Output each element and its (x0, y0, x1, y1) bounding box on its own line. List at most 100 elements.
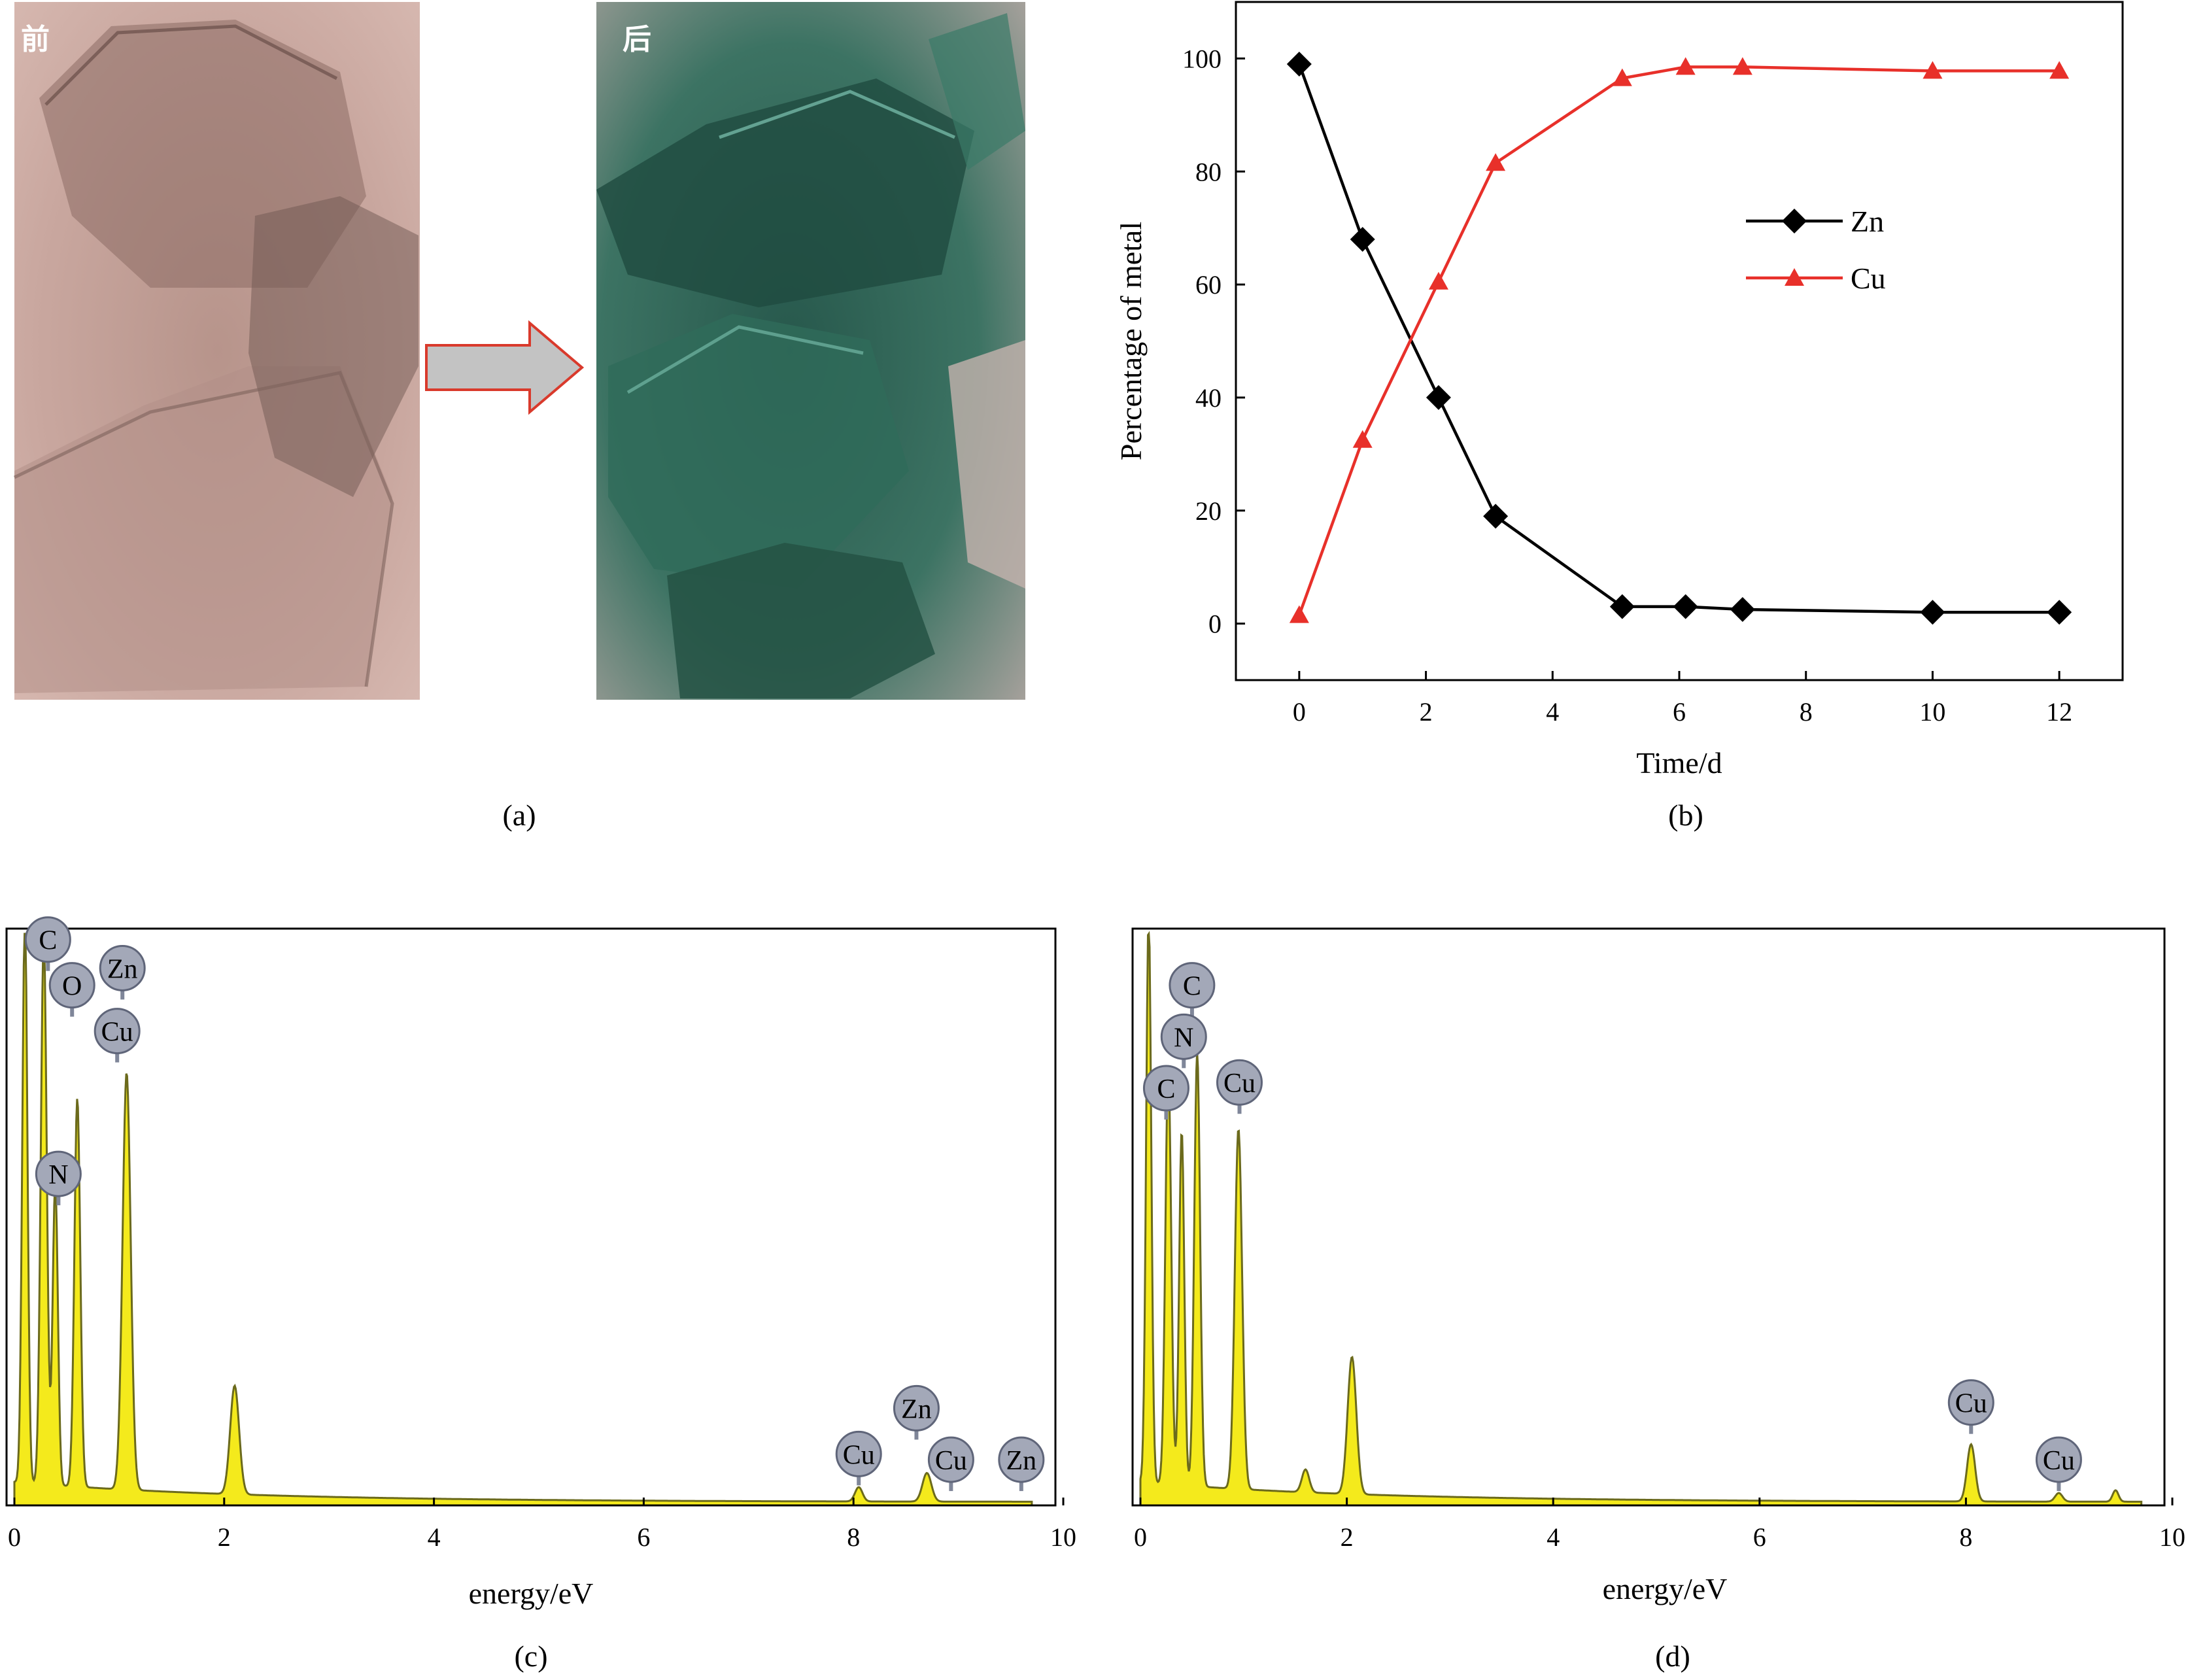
peak-label: Zn (893, 1384, 940, 1440)
panel-a: 前 后 (a) (13, 2, 1025, 832)
peak-label: Cu (94, 1008, 141, 1063)
peak-element: Cu (935, 1446, 967, 1476)
y-tick-label: 20 (1195, 496, 1222, 526)
peak-element: Cu (1223, 1069, 1256, 1099)
x-tick-label: 12 (2046, 697, 2072, 727)
data-point (1483, 504, 1509, 529)
peak-element: N (1174, 1023, 1193, 1053)
x-tick-label: 4 (428, 1522, 441, 1552)
x-tick-label: 4 (1546, 697, 1559, 727)
y-tick-label: 40 (1195, 383, 1222, 413)
legend-entry-zn: Zn (1746, 205, 1884, 238)
legend-entry-cu: Cu (1746, 262, 1886, 295)
peak-label: Zn (99, 944, 146, 1000)
peak-label: O (48, 962, 95, 1017)
legend-marker (1782, 209, 1807, 233)
peak-badge (24, 916, 71, 963)
peak-label: Cu (927, 1436, 974, 1492)
peak-badge (1169, 962, 1216, 1009)
data-point (1352, 430, 1373, 448)
x-axis-label: energy/eV (1603, 1572, 1728, 1605)
spectrum-area (1139, 931, 2143, 1507)
y-tick-label: 80 (1195, 157, 1222, 186)
data-point (1428, 271, 1448, 290)
x-tick-label: 6 (637, 1522, 650, 1552)
x-tick-label: 6 (1753, 1522, 1766, 1552)
data-point (1730, 596, 1755, 622)
data-point (1673, 594, 1698, 619)
micrograph-after: 后 (596, 2, 1025, 700)
peak-badge (99, 944, 146, 991)
arrow-icon (425, 320, 585, 415)
peak-element: Zn (107, 954, 138, 984)
peak-badge (927, 1436, 974, 1483)
peak-label: N (35, 1150, 82, 1206)
data-point (2047, 600, 2072, 625)
panel-b-chart: (b) 0 2 4 6 8 10 12 0 20 40 60 80 100 Time/d Percentag… (1114, 1, 2124, 832)
peak-badge (1142, 1065, 1189, 1112)
peak-badge (1216, 1059, 1263, 1106)
peak-element: Cu (101, 1018, 133, 1048)
peak-badge (893, 1384, 940, 1431)
peak-badge (1160, 1013, 1207, 1060)
x-axis-label: energy/eV (469, 1577, 594, 1610)
peak-element: Cu (2043, 1446, 2075, 1476)
peak-label: Cu (2035, 1436, 2082, 1492)
plot-frame (5, 927, 1057, 1507)
peak-element: C (1183, 972, 1201, 1002)
data-point (1426, 385, 1451, 410)
peak-element: C (39, 926, 57, 956)
y-axis-label: Percentage of metal (1114, 222, 1148, 460)
x-tick-label: 0 (8, 1522, 21, 1552)
data-point (1675, 57, 1696, 75)
panel-label-b: (b) (1668, 798, 1703, 832)
peak-badge (35, 1150, 82, 1197)
series-zn (1286, 52, 2072, 625)
data-point (1609, 594, 1635, 619)
peak-element: O (62, 972, 82, 1002)
series-line (1297, 65, 2060, 616)
data-point (1286, 52, 1312, 77)
x-tick-label: 8 (847, 1522, 860, 1552)
panel-label-d: (d) (1655, 1639, 1690, 1673)
panel-label-a: (a) (502, 798, 536, 832)
data-point (1350, 226, 1375, 252)
x-tick-label: 10 (1050, 1522, 1076, 1552)
x-tick-label: 2 (1420, 697, 1433, 727)
before-label: 前 (21, 23, 50, 56)
peak-element: Cu (843, 1440, 875, 1470)
plot-frame (1131, 927, 2166, 1507)
x-tick-label: 4 (1547, 1522, 1560, 1552)
legend-marker (1785, 268, 1804, 286)
spectrum-area (13, 933, 1033, 1507)
x-tick-label: 8 (1800, 697, 1813, 727)
peak-element: Zn (1006, 1446, 1037, 1476)
peak-badge (48, 962, 95, 1009)
x-tick-label: 10 (2159, 1522, 2185, 1552)
series-cu (1289, 57, 2070, 623)
x-tick-label: 8 (1959, 1522, 1972, 1552)
x-tick-label: 2 (1341, 1522, 1354, 1552)
peak-element: Zn (901, 1394, 932, 1424)
peak-element: N (48, 1160, 68, 1190)
peak-label: C (1142, 1065, 1189, 1120)
peak-label: C (1169, 962, 1216, 1017)
y-tick-label: 60 (1195, 270, 1222, 300)
peak-label: Cu (1216, 1059, 1263, 1114)
legend-label: Cu (1851, 262, 1886, 295)
peak-badge (1947, 1379, 1994, 1426)
x-tick-label: 2 (218, 1522, 231, 1552)
plot-frame (1235, 1, 2124, 681)
peak-label: Cu (835, 1430, 882, 1486)
data-point (2049, 61, 2070, 79)
peak-badge (94, 1008, 141, 1055)
micrograph-before: 前 (13, 2, 420, 700)
after-label: 后 (623, 23, 651, 56)
peak-element: C (1157, 1074, 1175, 1105)
series-line (1297, 63, 2060, 614)
peak-label: N (1160, 1013, 1207, 1069)
legend-label: Zn (1851, 205, 1884, 238)
peak-label: Cu (1947, 1379, 1994, 1434)
